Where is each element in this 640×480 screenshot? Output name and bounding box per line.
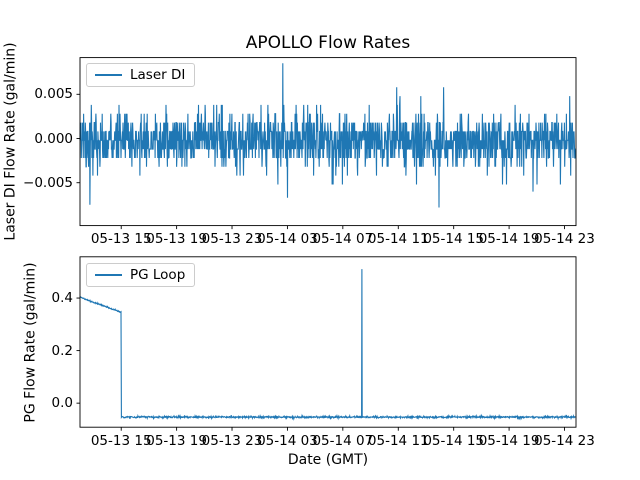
page-title: APOLLO Flow Rates <box>245 33 411 53</box>
bottom-axes <box>76 256 577 431</box>
x-tick-label: 05-14 11 <box>367 432 429 449</box>
legend-line-icon <box>95 274 122 276</box>
y-tick-label: 0.4 <box>51 290 73 307</box>
y-tick-label: 0.005 <box>34 86 73 103</box>
x-axis-label: Date (GMT) <box>287 452 369 468</box>
laser-di-series-line <box>79 63 577 208</box>
x-tick-label: 05-13 15 <box>90 432 152 449</box>
x-tick-label: 05-14 19 <box>478 231 540 248</box>
pg-loop-series-line <box>79 269 577 421</box>
x-tick-label: 05-14 15 <box>423 432 485 449</box>
y-tick-label: 0.0 <box>51 395 73 412</box>
axes-frame <box>79 256 577 428</box>
x-tick-label: 05-13 15 <box>90 231 152 248</box>
x-tick-label: 05-14 23 <box>534 231 595 248</box>
x-tick-label: 05-14 15 <box>423 231 485 248</box>
legend-laser-di: Laser DI <box>86 63 196 87</box>
x-tick-label: 05-14 07 <box>312 231 374 248</box>
legend-line-icon <box>95 74 122 76</box>
x-tick-label: 05-13 23 <box>201 432 263 449</box>
y-tick-label: −0.005 <box>23 174 73 191</box>
x-tick-label: 05-13 19 <box>146 231 207 248</box>
x-tick-label: 05-13 23 <box>201 231 263 248</box>
x-tick-label: 05-14 07 <box>312 432 374 449</box>
legend-label: PG Loop <box>130 267 186 283</box>
y-tick-label: 0.2 <box>51 342 73 359</box>
bottom-y-axis-label: PG Flow Rate (gal/min) <box>22 262 39 423</box>
legend-label: Laser DI <box>130 67 186 83</box>
x-tick-label: 05-14 19 <box>478 432 540 449</box>
top-axes <box>76 57 577 230</box>
x-tick-label: 05-14 03 <box>257 231 318 248</box>
y-tick-label: 0.000 <box>34 130 73 147</box>
x-tick-label: 05-14 11 <box>367 231 429 248</box>
axes-frame <box>79 57 577 227</box>
x-tick-label: 05-14 03 <box>257 432 318 449</box>
legend-pg-loop: PG Loop <box>86 263 196 287</box>
x-tick-label: 05-13 19 <box>146 432 207 449</box>
x-tick-label: 05-14 23 <box>534 432 595 449</box>
